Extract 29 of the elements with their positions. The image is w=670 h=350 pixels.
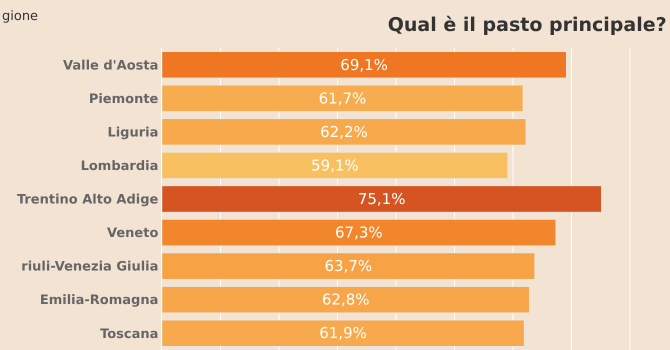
bar — [162, 252, 535, 280]
y-tick-label: Emilia-Romagna — [40, 293, 158, 308]
bar — [162, 118, 526, 146]
data-label: 61,7% — [318, 89, 366, 108]
y-tick-label: Piemonte — [88, 92, 159, 107]
data-label: 63,7% — [324, 257, 372, 276]
data-label: 62,8% — [322, 290, 370, 309]
data-label: 61,9% — [319, 324, 367, 342]
data-label: 69,1% — [340, 56, 388, 74]
data-label: 75,1% — [358, 190, 406, 208]
y-tick-label: riuli-Venezia Giulia — [21, 260, 158, 275]
bar — [162, 85, 524, 112]
y-tick-label: Valle d'Aosta — [63, 58, 158, 74]
data-label: 67,3% — [335, 224, 383, 242]
bar — [162, 219, 556, 246]
y-tick-label: Lombardia — [80, 158, 158, 174]
data-label: 62,2% — [320, 122, 368, 141]
y-axis-title: gione — [2, 9, 38, 24]
bar — [162, 286, 530, 313]
y-tick-label: Liguria — [107, 125, 158, 140]
y-tick-label: Trentino Alto Adige — [16, 192, 159, 208]
chart-title: Qual è il pasto principale? — [388, 14, 667, 36]
bar — [162, 186, 602, 212]
y-tick-label: Veneto — [107, 226, 158, 242]
data-label: 59,1% — [311, 156, 359, 174]
bar — [162, 51, 566, 78]
y-tick-label: Toscana — [100, 326, 158, 342]
bar — [162, 152, 508, 179]
bar — [162, 320, 524, 347]
